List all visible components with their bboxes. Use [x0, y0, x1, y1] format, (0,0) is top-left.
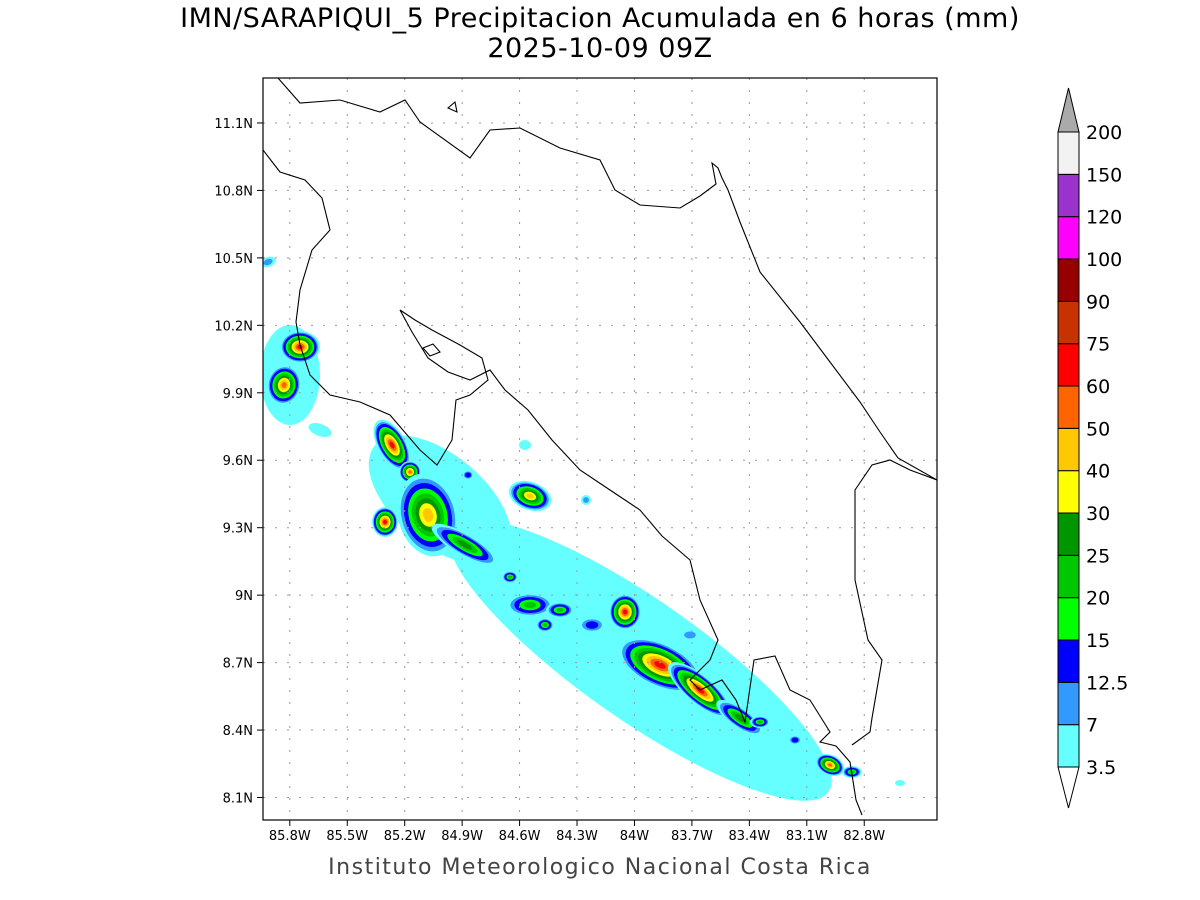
x-tick-label: 85.8W [269, 829, 311, 844]
precip-contour [519, 440, 531, 450]
colorbar-over-arrow [1057, 87, 1080, 133]
precip-contour [281, 382, 287, 388]
precipitation-field [263, 256, 905, 801]
precip-contour [465, 472, 471, 478]
colorbar-label: 75 [1086, 334, 1110, 356]
colorbar-label: 3.5 [1086, 757, 1116, 779]
colorbar-label: 90 [1086, 291, 1110, 313]
x-tick-label: 83.1W [786, 829, 828, 844]
x-tick-label: 84.3W [556, 829, 598, 844]
colorbar-swatch [1057, 173, 1080, 218]
coastline-north [277, 78, 937, 481]
colorbar-swatch [1057, 343, 1080, 387]
map-title: IMN/SARAPIQUI_5 Precipitacion Acumulada … [180, 3, 1020, 34]
y-tick-label: 9.3N [223, 522, 253, 537]
colorbar-label: 60 [1086, 376, 1110, 398]
x-tick-label: 83.7W [671, 829, 713, 844]
precip-contour [684, 631, 696, 639]
y-tick-label: 8.4N [223, 724, 253, 739]
colorbar-swatch [1057, 512, 1080, 556]
coastline-pacific [263, 149, 863, 816]
x-tick-label: 84W [620, 829, 650, 844]
precip-contour [526, 493, 534, 499]
y-tick-label: 8.1N [223, 792, 253, 807]
precip-contour [422, 508, 434, 522]
precip-contour [383, 519, 387, 525]
colorbar-swatch [1057, 724, 1080, 768]
precip-contour [583, 497, 589, 503]
precip-contour [308, 423, 332, 437]
colorbar-under-arrow [1057, 766, 1080, 809]
colorbar-label: 200 [1086, 122, 1122, 144]
colorbar-label: 7 [1086, 715, 1098, 737]
border-panama [851, 459, 937, 746]
footer-credit: Instituto Meteorologico Nacional Costa R… [328, 855, 872, 880]
x-tick-label: 82.8W [843, 829, 885, 844]
colorbar-swatch [1057, 681, 1080, 726]
y-tick-label: 9N [235, 589, 253, 604]
island [422, 343, 441, 357]
precip-contour [895, 780, 905, 786]
y-tick-label: 9.6N [223, 454, 253, 469]
y-tick-label: 11.1N [214, 117, 253, 132]
colorbar-swatch [1057, 597, 1080, 641]
map-subtitle: 2025-10-09 09Z [487, 33, 713, 64]
coastlines [263, 78, 937, 816]
colorbar-label: 20 [1086, 588, 1110, 610]
colorbar-legend: 3.5 7 12.5 15 20 25 30 40 50 60 75 90 100 120 150 200 [1057, 87, 1128, 809]
colorbar-swatch [1057, 427, 1080, 472]
y-tick-label: 8.7N [223, 657, 253, 672]
precip-contour [556, 607, 564, 613]
colorbar-swatch [1057, 470, 1080, 514]
colorbar-swatch [1057, 216, 1080, 260]
y-tick-label: 10.2N [214, 319, 253, 334]
colorbar-swatch [1057, 258, 1080, 302]
precip-contour [827, 763, 833, 767]
colorbar-swatch [1057, 385, 1080, 429]
colorbar-label: 150 [1086, 164, 1122, 186]
y-tick-label: 10.8N [214, 184, 253, 199]
colorbar-label: 100 [1086, 249, 1122, 271]
precip-contour [791, 737, 799, 743]
colorbar-label: 50 [1086, 418, 1110, 440]
y-tick-label: 10.5N [214, 252, 253, 267]
precip-contour [389, 441, 395, 449]
colorbar-label: 12.5 [1086, 672, 1128, 694]
colorbar-swatch [1057, 300, 1080, 345]
x-tick-label: 84.9W [441, 829, 483, 844]
precip-contour [457, 540, 473, 550]
island [446, 100, 458, 113]
x-tick-label: 85.2W [384, 829, 426, 844]
colorbar-label: 120 [1086, 207, 1122, 229]
grid-lines [263, 78, 937, 820]
precip-contour [263, 258, 273, 266]
precip-contour [507, 575, 513, 579]
x-tick-label: 85.5W [326, 829, 368, 844]
precip-contour [408, 470, 412, 474]
precip-contour [585, 621, 599, 629]
precip-contour [654, 661, 666, 669]
colorbar-label: 30 [1086, 503, 1110, 525]
plot-frame [262, 77, 938, 821]
y-tick-label: 9.9N [223, 387, 253, 402]
colorbar-label: 25 [1086, 545, 1110, 567]
colorbar-label: 15 [1086, 630, 1110, 652]
precip-contour [734, 714, 746, 722]
colorbar-swatch [1057, 554, 1080, 599]
x-tick-label: 83.4W [728, 829, 770, 844]
colorbar-swatch [1057, 131, 1080, 175]
x-tick-label: 84.6W [499, 829, 541, 844]
precip-contour [757, 720, 763, 724]
colorbar-swatch [1057, 639, 1080, 683]
precip-contour [523, 601, 537, 609]
colorbar-label: 40 [1086, 461, 1110, 483]
precip-contour [542, 623, 548, 627]
axis-ticks: 85.8W 85.5W 85.2W 84.9W 84.6W 84.3W 84W 83.7W 83… [214, 117, 885, 844]
precip-contour [622, 609, 628, 615]
